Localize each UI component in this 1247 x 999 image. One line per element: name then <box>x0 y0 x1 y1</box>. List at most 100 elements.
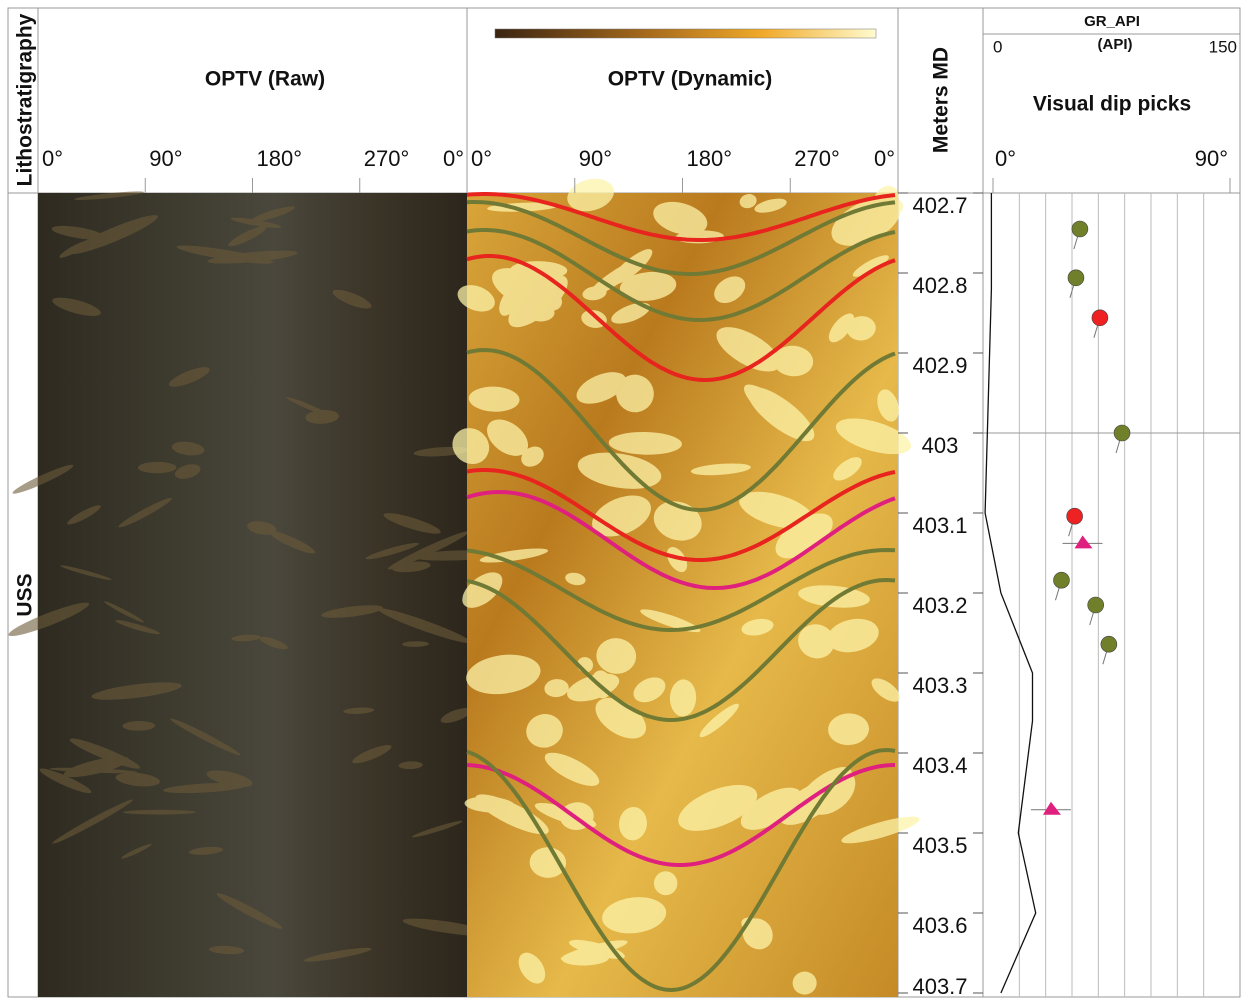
streak <box>39 768 92 794</box>
patch <box>835 418 911 455</box>
patch <box>468 386 520 412</box>
azimuth-tick-label: 0° <box>42 146 63 171</box>
patch <box>487 419 529 456</box>
patch <box>877 389 899 422</box>
streak <box>209 945 245 955</box>
streak <box>52 799 133 844</box>
patch <box>798 624 835 659</box>
patch <box>508 275 568 328</box>
patch <box>521 446 544 467</box>
streak <box>12 464 74 494</box>
patch <box>544 752 600 786</box>
azimuth-tick-label: 0° <box>443 146 464 171</box>
patch <box>741 618 774 636</box>
patch <box>666 546 688 573</box>
streak <box>321 605 384 618</box>
track-title: Lithostratigraphy <box>14 13 37 186</box>
patch <box>611 302 651 324</box>
streak <box>250 206 295 222</box>
sinusoid <box>466 192 896 242</box>
sinusoid <box>466 489 896 591</box>
streak <box>174 464 201 479</box>
dip-pick <box>1067 269 1085 287</box>
streak <box>387 531 469 570</box>
patch <box>742 918 773 950</box>
curve-unit: (API) <box>1098 36 1133 53</box>
patch <box>714 276 746 304</box>
raw-texture <box>8 191 501 962</box>
streak <box>247 521 277 535</box>
patch <box>596 638 637 674</box>
streak <box>122 721 156 731</box>
depth-label: 402.8 <box>912 273 967 298</box>
patch <box>567 673 620 702</box>
streak <box>59 240 91 258</box>
streak <box>103 601 145 623</box>
patch <box>582 286 607 301</box>
patch <box>640 609 701 633</box>
track-title: Visual dip picks <box>1033 93 1191 116</box>
streak <box>115 620 160 635</box>
patch <box>852 255 889 277</box>
patch <box>828 313 855 343</box>
unit-label: USS <box>14 573 37 616</box>
dip-pick <box>1074 535 1093 549</box>
sinusoid <box>466 347 896 513</box>
patch <box>466 654 541 695</box>
streak <box>51 225 105 240</box>
sinusoid <box>466 200 896 276</box>
streak <box>121 843 152 859</box>
streak <box>171 441 205 456</box>
patch <box>739 491 814 529</box>
azimuth-tick-label: 180° <box>257 146 303 171</box>
patch <box>699 703 739 738</box>
depth-label: 402.9 <box>912 353 967 378</box>
track-title: OPTV (Raw) <box>205 68 325 91</box>
patch <box>871 678 901 702</box>
patch <box>739 194 757 209</box>
track-title: Meters MD <box>930 47 953 153</box>
streak <box>60 565 112 580</box>
streak <box>377 608 471 644</box>
patch <box>608 431 682 455</box>
patch <box>827 618 879 653</box>
streak <box>137 461 177 474</box>
streak <box>118 497 173 528</box>
patch <box>567 680 592 695</box>
patch <box>775 513 833 559</box>
dynamic-texture <box>452 178 920 995</box>
sinusoid <box>466 747 896 993</box>
sinusoid <box>466 547 896 633</box>
streak <box>365 542 419 560</box>
streak <box>228 225 267 247</box>
streak <box>412 820 463 838</box>
patch <box>567 178 614 212</box>
streak <box>343 707 375 714</box>
streak <box>440 708 472 723</box>
streak <box>188 846 224 855</box>
patch <box>846 316 876 341</box>
streak <box>115 772 160 787</box>
depth-label: 403.5 <box>912 833 967 858</box>
patch <box>833 457 862 481</box>
streak <box>163 782 246 794</box>
patch <box>773 345 814 377</box>
azimuth-tick-label: 0° <box>874 146 895 171</box>
streak <box>70 215 158 255</box>
track-title: OPTV (Dynamic) <box>608 68 773 91</box>
azimuth-tick-label: 0° <box>471 146 492 171</box>
color-bar <box>494 28 877 39</box>
dip-pick <box>1087 596 1104 614</box>
streak <box>259 636 288 650</box>
azimuth-tick-label: 270° <box>794 146 840 171</box>
patch <box>740 787 802 830</box>
azimuth-tick-label: 90° <box>579 146 612 171</box>
dip-pick <box>1100 635 1118 653</box>
patch <box>518 952 546 984</box>
depth-label: 403.7 <box>912 974 967 999</box>
patch <box>743 384 813 441</box>
streak <box>176 245 274 264</box>
streak <box>230 217 282 228</box>
depth-label: 403.1 <box>912 513 967 538</box>
